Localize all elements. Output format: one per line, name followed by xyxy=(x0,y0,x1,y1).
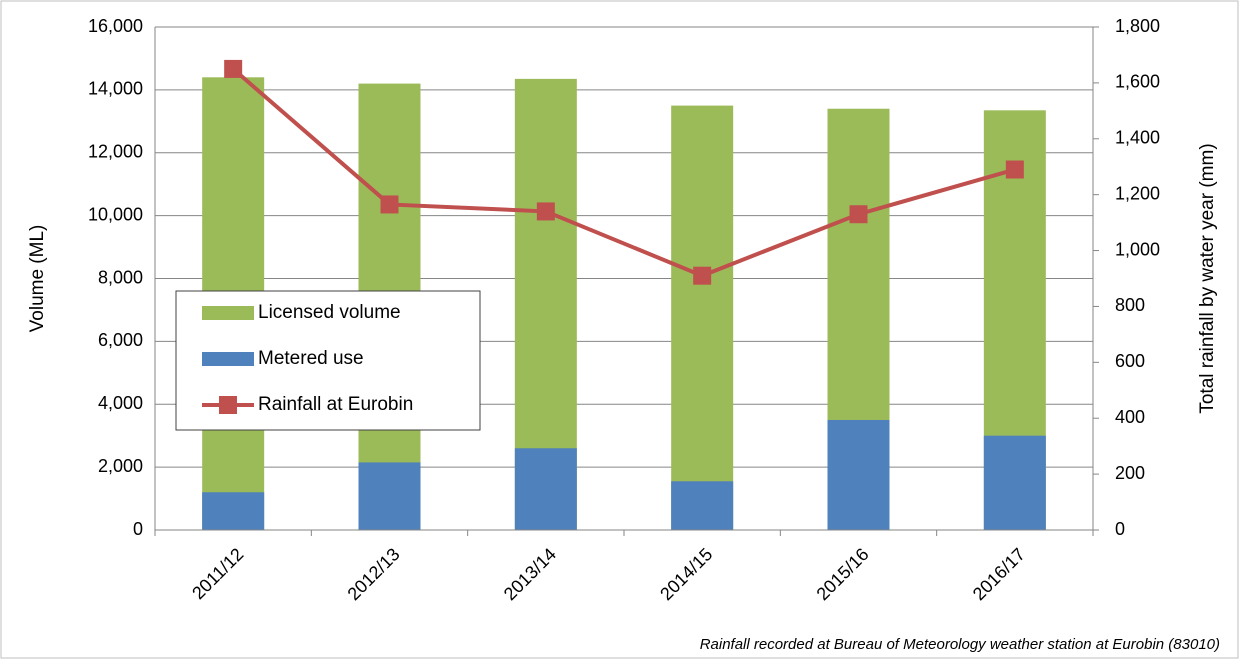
note: Rainfall recorded at Bureau of Meteorolo… xyxy=(700,636,1220,653)
legend-swatch xyxy=(202,306,254,320)
legend-label: Metered use xyxy=(258,348,364,369)
y2-axis-label: Total rainfall by water year (mm) xyxy=(1197,143,1218,413)
y-tick-label: 12,000 xyxy=(88,142,143,162)
y2-tick-label: 200 xyxy=(1115,463,1145,483)
y-tick-label: 0 xyxy=(133,519,143,539)
y-tick-label: 10,000 xyxy=(88,204,143,224)
bar xyxy=(827,419,890,530)
y-axis-label: Volume (ML) xyxy=(27,225,48,333)
y2-tick-label: 400 xyxy=(1115,407,1145,427)
y2-tick-label: 600 xyxy=(1115,351,1145,371)
bar xyxy=(358,462,421,530)
y-tick-label: 2,000 xyxy=(98,456,143,476)
bar xyxy=(983,435,1046,530)
bar xyxy=(514,448,577,530)
y-tick-label: 16,000 xyxy=(88,16,143,36)
legend: Licensed volume Metered use Rainfall at Eu… xyxy=(175,290,481,431)
legend-label: Rainfall at Eurobin xyxy=(258,394,413,415)
marker xyxy=(536,202,555,221)
y-tick-label: 6,000 xyxy=(98,330,143,350)
bar xyxy=(671,105,734,530)
bar xyxy=(671,481,734,530)
legend-swatch xyxy=(202,352,254,366)
marker xyxy=(1005,160,1024,179)
y2-tick-label: 1,200 xyxy=(1115,183,1160,203)
marker xyxy=(693,266,712,285)
y2-tick-label: 0 xyxy=(1115,519,1125,539)
marker xyxy=(224,59,243,78)
y2-tick-label: 1,000 xyxy=(1115,239,1160,259)
legend-swatch xyxy=(219,396,237,414)
marker xyxy=(380,195,399,214)
y2-tick-label: 1,800 xyxy=(1115,16,1160,36)
y-tick-label: 4,000 xyxy=(98,393,143,413)
y2-tick-label: 1,600 xyxy=(1115,72,1160,92)
y2-tick-label: 1,400 xyxy=(1115,128,1160,148)
y-tick-label: 8,000 xyxy=(98,267,143,287)
line xyxy=(231,67,1016,278)
legend-label: Licensed volume xyxy=(258,302,401,323)
marker xyxy=(849,205,868,224)
y2-tick-label: 800 xyxy=(1115,295,1145,315)
bar xyxy=(202,492,265,530)
y-tick-label: 14,000 xyxy=(88,79,143,99)
